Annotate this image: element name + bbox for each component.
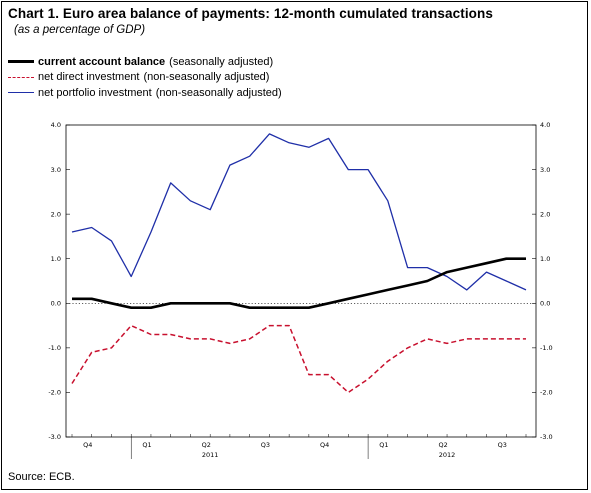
legend-item-direct-investment: net direct investment (non-seasonally ad… [8,70,282,86]
legend-item-portfolio-investment: net portfolio investment (non-seasonally… [8,85,282,101]
x-quarter-label: Q1 [142,441,151,449]
y-tick-label-left: 4.0 [51,121,61,129]
y-tick-label-left: 3.0 [51,166,61,174]
x-quarter-label: Q4 [320,441,329,449]
x-year-label: 2011 [202,451,219,459]
y-tick-label-left: 1.0 [51,255,61,263]
y-tick-label-left: -2.0 [48,389,61,397]
legend-swatch-current-account [8,60,34,64]
x-quarter-label: Q1 [379,441,388,449]
x-quarter-label: Q3 [498,441,507,449]
legend-label-direct-investment: net direct investment [38,71,140,84]
x-quarter-label: Q2 [438,441,447,449]
source-note: Source: ECB. [8,471,75,483]
legend-note-portfolio-investment: (non-seasonally adjusted) [155,86,282,99]
y-tick-label-right: 4.0 [540,121,550,129]
x-quarter-label: Q3 [261,441,270,449]
y-tick-label-right: -1.0 [540,344,553,352]
y-tick-label-right: 2.0 [540,210,550,218]
x-year-label: 2012 [439,451,456,459]
series-line-net-portfolio-investment [71,133,527,291]
chart-subtitle: (as a percentage of GDP) [14,24,146,36]
series-line-net-direct-investment [71,324,526,394]
y-tick-label-left: 0.0 [51,299,61,307]
legend-note-direct-investment: (non-seasonally adjusted) [143,71,270,84]
y-tick-label-right: -3.0 [540,433,553,441]
y-tick-label-left: -3.0 [48,433,61,441]
x-quarter-label: Q4 [83,441,92,449]
chart-title: Chart 1. Euro area balance of payments: … [8,6,493,21]
legend-item-current-account: current account balance (seasonally adju… [8,54,282,70]
y-tick-label-right: -2.0 [540,389,553,397]
plot-area [65,124,537,438]
legend-note-current-account: (seasonally adjusted) [169,55,274,68]
y-tick-label-left: 2.0 [51,210,61,218]
y-tick-label-right: 1.0 [540,255,550,263]
legend-label-portfolio-investment: net portfolio investment [38,86,152,99]
legend-swatch-direct-investment [8,76,34,78]
legend-label-current-account: current account balance [38,55,166,68]
legend: current account balance (seasonally adju… [8,54,282,101]
x-quarter-label: Q2 [202,441,211,449]
y-tick-label-right: 3.0 [540,166,550,174]
legend-swatch-portfolio-investment [8,92,34,94]
y-tick-label-right: 0.0 [540,299,550,307]
series-line-current-account-balance [72,257,526,310]
y-tick-label-left: -1.0 [48,344,61,352]
